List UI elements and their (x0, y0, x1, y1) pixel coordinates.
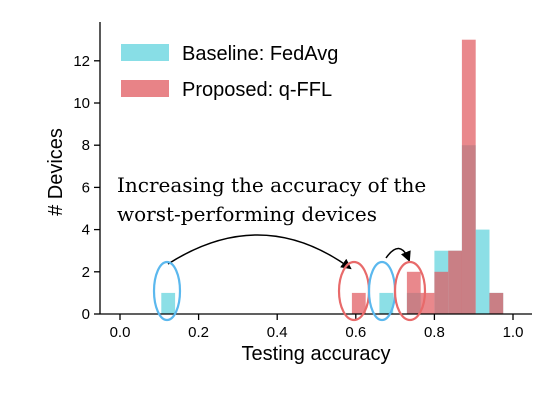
legend-label-baseline: Baseline: FedAvg (182, 43, 338, 65)
y-tick-label: 12 (73, 53, 90, 70)
highlight-ellipse-proposed-mid (393, 260, 427, 322)
y-tick-label: 2 (82, 264, 90, 281)
baseline-bar (379, 292, 394, 314)
highlight-ellipse-baseline-low (152, 260, 182, 322)
proposed-bar (434, 271, 449, 314)
annotation-line-1: Increasing the accuracy of the (117, 173, 426, 197)
proposed-bar (448, 250, 462, 314)
y-tick-label: 6 (82, 179, 90, 196)
x-tick-label: 1.0 (503, 324, 524, 341)
baseline-bar (161, 292, 176, 314)
legend-label-proposed: Proposed: q-FFL (182, 79, 332, 101)
y-tick-label: 4 (82, 222, 90, 239)
x-tick-label: 0.8 (424, 324, 445, 341)
y-tick-label: 0 (82, 306, 90, 323)
legend: Baseline: FedAvg Proposed: q-FFL (121, 43, 338, 101)
y-axis-label: # Devices (45, 128, 67, 216)
arrow-long (167, 234, 352, 270)
x-axis-label: Testing accuracy (242, 343, 391, 365)
arrow-short (385, 247, 411, 262)
legend-swatch-baseline (121, 44, 169, 61)
proposed-bar (489, 292, 504, 314)
x-tick-label: 0.2 (188, 324, 209, 341)
y-tick-label: 8 (82, 137, 90, 154)
x-tick-label: 0.0 (110, 324, 131, 341)
y-tick-label: 10 (73, 95, 90, 112)
x-ticks: 0.0 0.2 0.4 0.6 0.8 1.0 (110, 314, 524, 341)
x-tick-label: 0.4 (267, 324, 288, 341)
proposed-bar (461, 39, 476, 314)
baseline-bar (475, 229, 490, 314)
proposed-bar (351, 292, 366, 314)
x-tick-label: 0.6 (345, 324, 366, 341)
legend-swatch-proposed (121, 80, 169, 97)
proposed-bar (406, 271, 421, 314)
annotation-line-2: worst-performing devices (117, 202, 377, 226)
proposed-bars (351, 39, 504, 314)
y-ticks: 0 2 4 6 8 10 12 (73, 53, 100, 323)
